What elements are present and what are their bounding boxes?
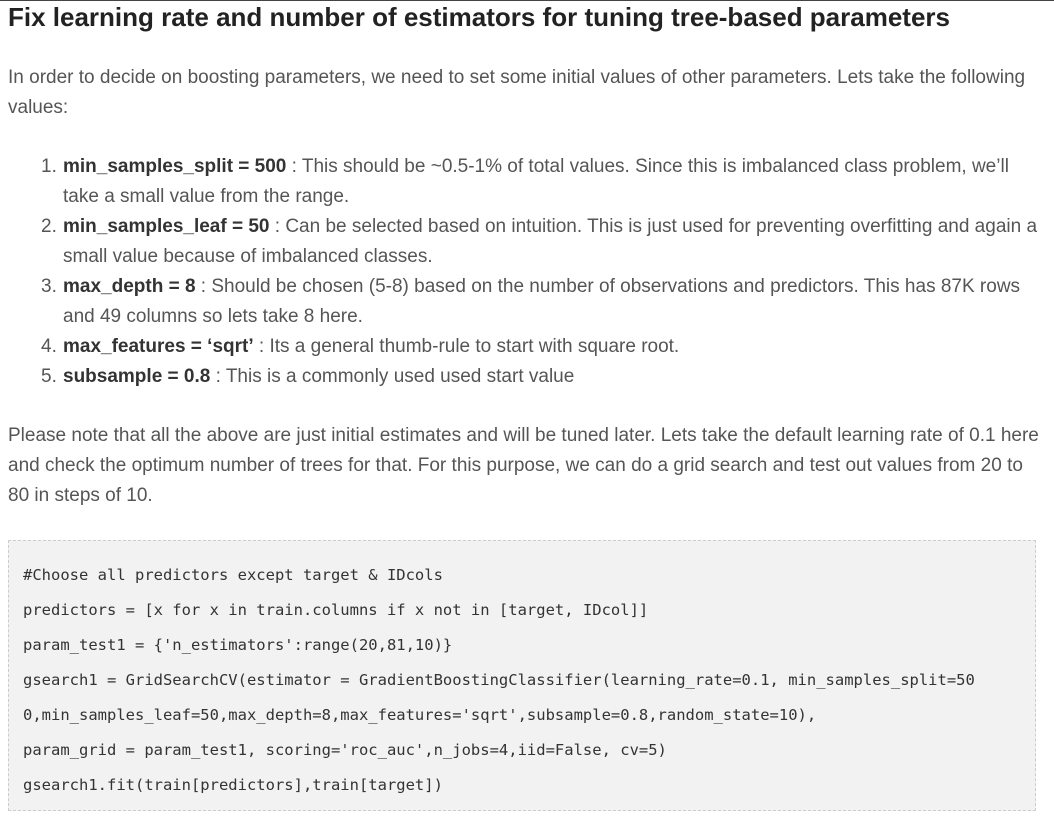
code-line: param_test1 = {'n_estimators':range(20,8… [23,636,453,654]
param-key: min_samples_split = 500 [63,156,287,177]
list-number: 1. [41,156,57,177]
list-number: 3. [41,276,57,297]
list-item: 3. max_depth = 8 : Should be chosen (5-8… [20,272,1044,332]
code-line: param_grid = param_test1, scoring='roc_a… [23,741,667,759]
param-key: min_samples_leaf = 50 [63,216,270,237]
param-description: : Can be selected based on intuition. Th… [63,216,1038,267]
list-number: 4. [41,336,57,357]
list-number: 5. [41,366,57,387]
param-key: max_depth = 8 [63,276,196,297]
list-item: 4. max_features = ‘sqrt’ : Its a general… [20,332,1044,362]
code-block[interactable]: #Choose all predictors except target & I… [8,540,1036,811]
list-item: 2. min_samples_leaf = 50 : Can be select… [20,212,1044,272]
code-line: gsearch1 = GridSearchCV(estimator = Grad… [23,671,975,689]
list-item: 1. min_samples_split = 500 : This should… [20,152,1044,212]
code-line: #Choose all predictors except target & I… [23,566,443,584]
list-item: 5. subsample = 0.8 : This is a commonly … [20,362,1044,392]
param-description: : This is a commonly used used start val… [210,366,575,387]
param-key: subsample = 0.8 [63,366,211,387]
param-key: max_features = ‘sqrt’ [63,336,254,357]
note-paragraph: Please note that all the above are just … [8,425,1039,506]
param-description: : This should be ~0.5-1% of total values… [63,156,1009,207]
param-description: : Should be chosen (5-8) based on the nu… [63,276,1021,327]
code-line: 0,min_samples_leaf=50,max_depth=8,max_fe… [23,706,817,724]
section-heading: Fix learning rate and number of estimato… [8,2,950,32]
parameter-list: 1. min_samples_split = 500 : This should… [20,152,1044,392]
code-line: gsearch1.fit(train[predictors],train[tar… [23,776,443,794]
list-number: 2. [41,216,57,237]
top-divider [0,0,1054,1]
intro-paragraph: In order to decide on boosting parameter… [8,67,1026,118]
code-line: predictors = [x for x in train.columns i… [23,601,649,619]
param-description: : Its a general thumb-rule to start with… [253,336,680,357]
